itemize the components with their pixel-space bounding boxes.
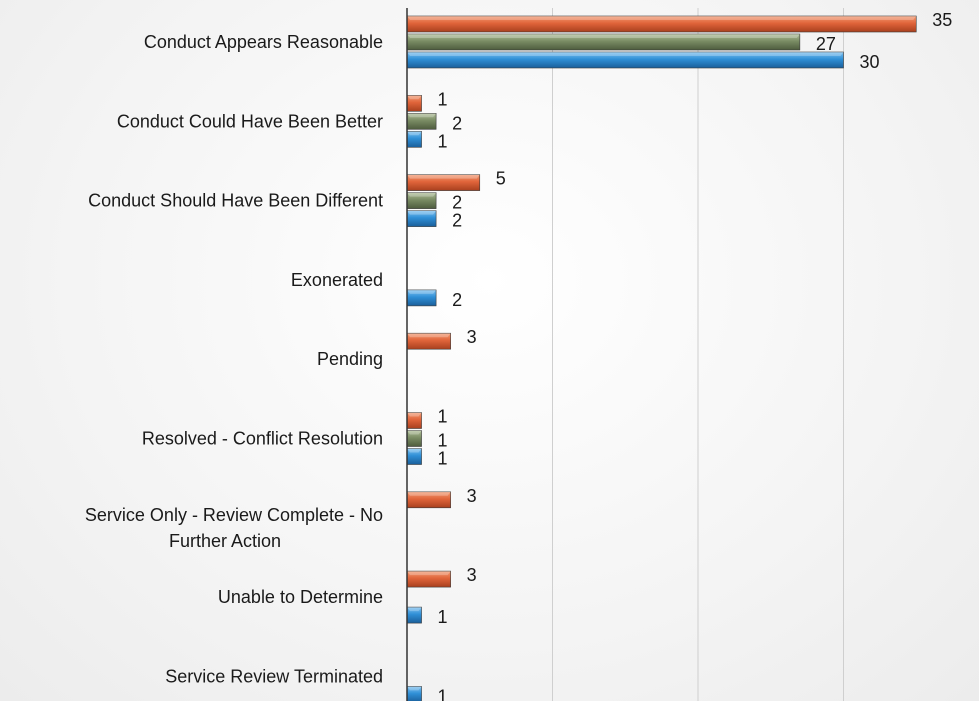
bar-bevel <box>407 174 480 179</box>
gridlines <box>552 8 844 701</box>
bar-bevel <box>407 131 422 136</box>
bar-bevel <box>407 571 451 576</box>
data-label: 3 <box>467 565 477 585</box>
data-label: 30 <box>860 52 880 72</box>
data-label: 35 <box>932 10 952 30</box>
bar-bevel <box>407 448 422 453</box>
category-label: Conduct Could Have Been Better <box>117 111 383 131</box>
category-label: Further Action <box>169 531 281 551</box>
data-label: 27 <box>816 34 836 54</box>
category-label: Conduct Appears Reasonable <box>144 32 383 52</box>
data-label: 3 <box>467 327 477 347</box>
data-label: 2 <box>452 211 462 231</box>
bar-bevel <box>407 289 437 294</box>
data-label: 2 <box>452 290 462 310</box>
bar-bevel <box>407 113 437 118</box>
category-labels: Conduct Appears Reasonable Conduct Could … <box>85 32 383 686</box>
bar-bevel <box>407 52 844 56</box>
category-label: Resolved - Conflict Resolution <box>142 429 383 449</box>
data-label: 3 <box>467 486 477 506</box>
bar-bevel <box>407 34 800 38</box>
bars <box>406 15 917 701</box>
data-label: 2 <box>452 113 462 133</box>
data-label: 1 <box>438 407 448 427</box>
category-label: Pending <box>317 349 383 369</box>
bar-bevel <box>407 210 437 215</box>
category-label: Exonerated <box>291 270 383 290</box>
bar-bevel <box>407 16 917 20</box>
bar-bevel <box>407 607 422 612</box>
bar-bevel <box>407 95 422 100</box>
bar-bevel <box>407 412 422 417</box>
bar-bevel <box>407 491 451 496</box>
data-label: 2 <box>452 193 462 213</box>
category-label: Service Review Terminated <box>165 666 383 686</box>
data-label: 1 <box>438 686 448 701</box>
bar-bevel <box>407 430 422 435</box>
bar-bevel <box>407 333 451 338</box>
data-label: 1 <box>438 431 448 451</box>
category-label: Service Only - Review Complete - No <box>85 505 383 525</box>
data-label: 1 <box>438 607 448 627</box>
category-label: Conduct Should Have Been Different <box>88 191 383 211</box>
data-label: 1 <box>438 89 448 109</box>
bar-bevel <box>407 192 437 197</box>
data-label: 5 <box>496 169 506 189</box>
data-label: 1 <box>438 449 448 469</box>
data-label: 1 <box>438 131 448 151</box>
category-label: Unable to Determine <box>218 587 383 607</box>
bar-bevel <box>407 686 422 691</box>
